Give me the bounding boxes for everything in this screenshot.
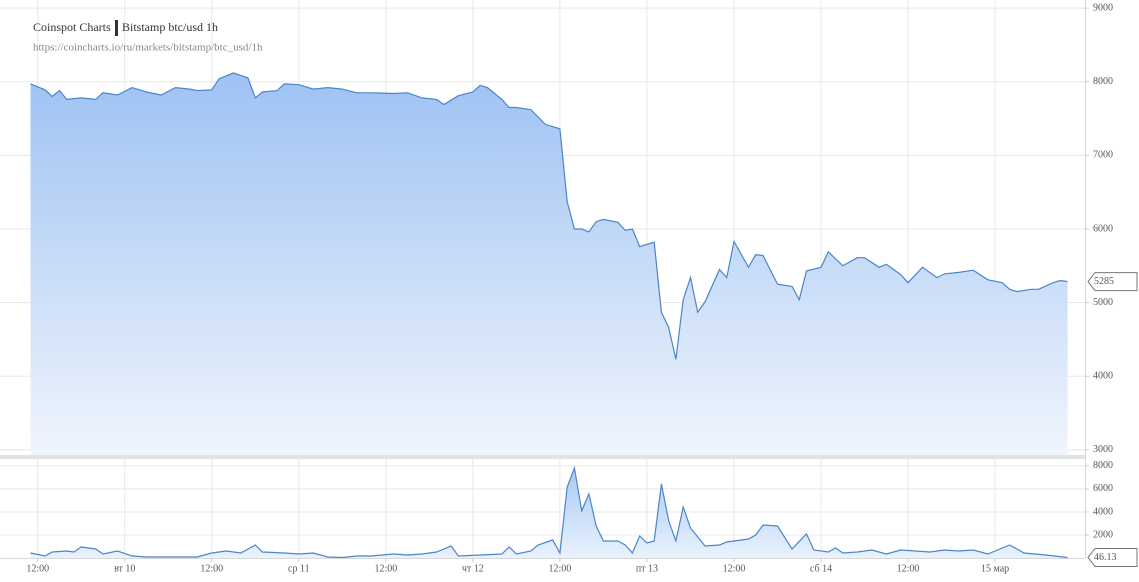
chart-title: Coinspot Charts bbox=[33, 20, 111, 34]
line bbox=[30, 72, 1068, 360]
last-value-tag bbox=[1087, 547, 1138, 567]
chart-subtitle: Bitstamp btc/usd 1h bbox=[122, 20, 218, 34]
x-tick-label: 12:00 bbox=[549, 563, 572, 574]
source-url: https://coincharts.io/ru/markets/bitstam… bbox=[33, 42, 263, 54]
x-tick-label: сб 14 bbox=[810, 563, 832, 574]
x-tick-label: 12:00 bbox=[897, 563, 920, 574]
title-separator bbox=[115, 20, 118, 36]
x-tick-label: 12:00 bbox=[200, 563, 223, 574]
y-tick-label: 4000 bbox=[1093, 506, 1113, 517]
x-tick-label: 12:00 bbox=[26, 563, 49, 574]
y-tick-label: 5000 bbox=[1093, 297, 1113, 308]
last-value-label: 5285 bbox=[1094, 276, 1114, 287]
y-tick-label: 2000 bbox=[1093, 529, 1113, 540]
x-tick-label: 12:00 bbox=[374, 563, 397, 574]
y-tick-label: 4000 bbox=[1093, 371, 1113, 382]
x-tick-label: пт 13 bbox=[636, 563, 658, 574]
y-tick-label: 8000 bbox=[1093, 460, 1113, 471]
x-tick-label: 15 мар bbox=[981, 563, 1009, 574]
x-tick-label: ср 11 bbox=[288, 563, 310, 574]
y-tick-label: 6000 bbox=[1093, 223, 1113, 234]
x-tick-label: чт 12 bbox=[462, 563, 484, 574]
area-fill bbox=[30, 467, 1068, 558]
x-tick-label: 12:00 bbox=[723, 563, 746, 574]
y-tick-label: 9000 bbox=[1093, 2, 1113, 13]
line bbox=[30, 465, 1068, 559]
y-tick-label: 3000 bbox=[1093, 444, 1113, 455]
y-tick-label: 6000 bbox=[1093, 483, 1113, 494]
last-value-label: 46.13 bbox=[1094, 552, 1117, 563]
y-tick-label: 7000 bbox=[1093, 150, 1113, 161]
y-tick-label: 8000 bbox=[1093, 76, 1113, 87]
last-value-tag bbox=[1087, 272, 1138, 292]
panel-separator bbox=[0, 455, 1085, 459]
area-fill bbox=[30, 72, 1068, 456]
plot bbox=[0, 0, 1085, 559]
x-tick-label: вт 10 bbox=[114, 563, 135, 574]
